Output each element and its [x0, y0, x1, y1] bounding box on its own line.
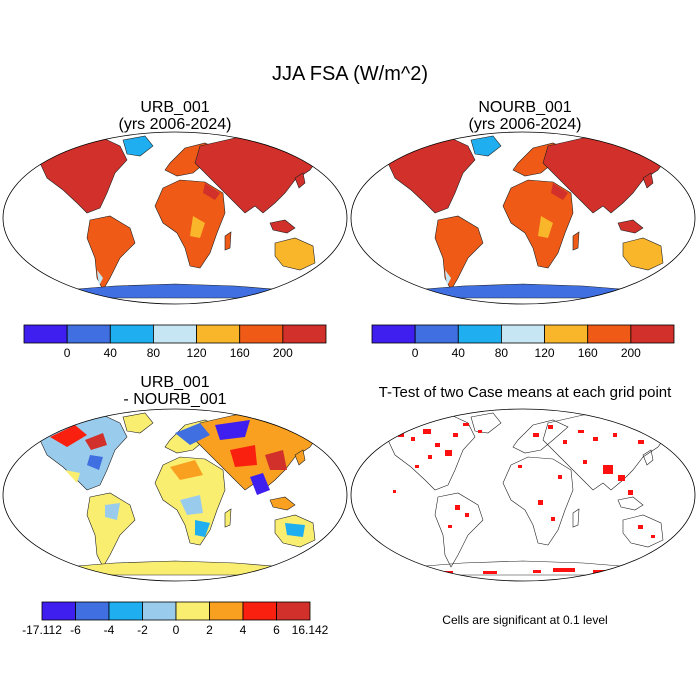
panel-title-nourb: NOURB_001 (yrs 2006-2024) [375, 99, 675, 133]
colorbar-tick-label: -2 [137, 623, 148, 637]
panel-title-urb-line2: (yrs 2006-2024) [118, 116, 232, 133]
colorbar-swatch [209, 601, 244, 621]
colorbar-tick-label: 160 [229, 346, 250, 360]
colorbar-tick-label: 80 [146, 346, 161, 360]
map-nourb [351, 132, 695, 304]
colorbar-tick-label: 0 [63, 346, 71, 360]
colorbar-swatch [242, 601, 277, 621]
colorbar-swatch [196, 324, 241, 344]
map-urb-frame [2, 131, 348, 305]
colorbar-tick-label: 80 [494, 346, 509, 360]
colorbar-swatch [175, 601, 210, 621]
panel-title-diff: URB_001 - NOURB_001 [25, 374, 325, 408]
map-ttest [351, 409, 695, 581]
colorbar-swatch [239, 324, 284, 344]
colorbar-tick-label: 200 [620, 346, 641, 360]
colorbar-swatch [371, 324, 416, 344]
colorbar-swatch [142, 601, 177, 621]
colorbar-swatch [66, 324, 111, 344]
colorbar-swatch [630, 324, 675, 344]
colorbar-swatch [457, 324, 502, 344]
colorbar-swatch [282, 324, 327, 344]
panel-title-ttest: T-Test of two Case means at each grid po… [378, 384, 672, 401]
map-diff-frame [2, 408, 348, 582]
colorbar-swatch [109, 324, 154, 344]
colorbar-tick-label: 2 [206, 623, 213, 637]
colorbar-urb [23, 324, 327, 344]
colorbar-tick-label: 200 [272, 346, 293, 360]
colorbar-swatch [41, 601, 76, 621]
map-diff [3, 409, 347, 581]
panel-title-diff-line1: URB_001 [140, 374, 210, 391]
colorbar-swatch [587, 324, 632, 344]
colorbar-swatch [276, 601, 311, 621]
panel-title-diff-line2: - NOURB_001 [123, 391, 227, 408]
panel-title-nourb-line1: NOURB_001 [478, 99, 572, 116]
panel-title-urb: URB_001 (yrs 2006-2024) [25, 99, 325, 133]
map-nourb-frame [350, 131, 696, 305]
colorbar-swatch [108, 601, 143, 621]
colorbar-diff [41, 601, 311, 621]
colorbar-tick-label: 40 [103, 346, 117, 360]
colorbar-tick-label: -17.112 [22, 623, 62, 637]
colorbar-tick-label: -6 [70, 623, 81, 637]
significance-note: Cells are significant at 0.1 level [442, 613, 608, 627]
panel-title-nourb-line2: (yrs 2006-2024) [468, 116, 582, 133]
colorbar-tick-label: 16.142 [291, 623, 329, 637]
colorbar-nourb [371, 324, 675, 344]
colorbar-swatch [75, 601, 110, 621]
panel-title-urb-line1: URB_001 [140, 99, 210, 116]
colorbar-tick-label: 120 [186, 346, 207, 360]
figure-title: JJA FSA (W/m^2) [271, 63, 429, 85]
colorbar-tick-label: 160 [577, 346, 598, 360]
colorbar-tick-label: 120 [534, 346, 555, 360]
map-urb [3, 132, 347, 304]
colorbar-swatch [501, 324, 545, 344]
colorbar-tick-label: 4 [239, 623, 247, 637]
colorbar-tick-label: 0 [172, 623, 180, 637]
colorbar-swatch [544, 324, 589, 344]
map-ttest-frame [350, 408, 696, 582]
colorbar-swatch [23, 324, 68, 344]
colorbar-tick-label: -4 [103, 623, 115, 637]
colorbar-swatch [414, 324, 459, 344]
colorbar-tick-label: 40 [451, 346, 465, 360]
colorbar-swatch [153, 324, 197, 344]
colorbar-tick-label: 0 [411, 346, 419, 360]
colorbar-tick-label: 6 [273, 623, 280, 637]
